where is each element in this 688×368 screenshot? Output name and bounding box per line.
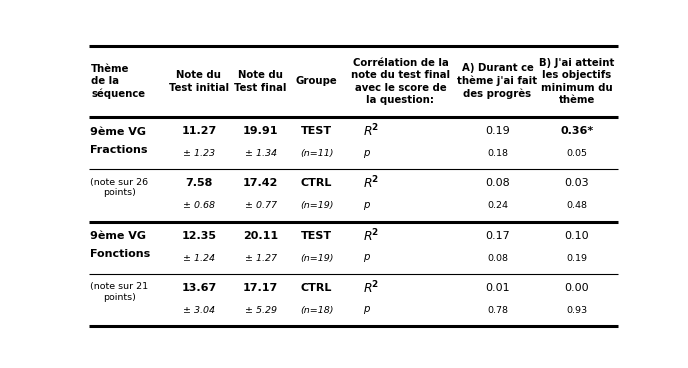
Text: (n=19): (n=19) [300, 254, 334, 263]
Text: $\mathit{p}$: $\mathit{p}$ [363, 252, 371, 264]
Text: $\mathbf{\mathit{R}}^{\mathbf{2}}$: $\mathbf{\mathit{R}}^{\mathbf{2}}$ [363, 280, 379, 296]
Text: 0.93: 0.93 [566, 306, 588, 315]
Text: 0.78: 0.78 [487, 306, 508, 315]
Text: 0.08: 0.08 [485, 178, 510, 188]
Text: ± 1.34: ± 1.34 [245, 149, 277, 158]
Text: (note sur 26
points): (note sur 26 points) [90, 178, 149, 197]
Text: 17.42: 17.42 [243, 178, 279, 188]
Text: ± 3.04: ± 3.04 [183, 306, 215, 315]
Text: TEST: TEST [301, 231, 332, 241]
Text: $\mathbf{\mathit{R}}^{\mathbf{2}}$: $\mathbf{\mathit{R}}^{\mathbf{2}}$ [363, 175, 379, 192]
Text: $\mathbf{\mathit{R}}^{\mathbf{2}}$: $\mathbf{\mathit{R}}^{\mathbf{2}}$ [363, 227, 379, 244]
Text: 0.24: 0.24 [487, 201, 508, 210]
Text: Corrélation de la
note du test final
avec le score de
la question:: Corrélation de la note du test final ave… [351, 58, 450, 105]
Text: CTRL: CTRL [301, 178, 332, 188]
Text: A) Durant ce
thème j'ai fait
des progrès: A) Durant ce thème j'ai fait des progrès [458, 63, 537, 99]
Text: 11.27: 11.27 [182, 126, 217, 136]
Text: 13.67: 13.67 [182, 283, 217, 293]
Text: 0.36*: 0.36* [560, 126, 594, 136]
Text: 0.01: 0.01 [485, 283, 510, 293]
Text: $\mathit{p}$: $\mathit{p}$ [363, 200, 371, 212]
Text: ± 0.68: ± 0.68 [183, 201, 215, 210]
Text: (n=11): (n=11) [300, 149, 334, 158]
Text: $\mathbf{\mathit{R}}^{\mathbf{2}}$: $\mathbf{\mathit{R}}^{\mathbf{2}}$ [363, 123, 379, 139]
Text: Note du
Test initial: Note du Test initial [169, 70, 229, 92]
Text: $\mathit{p}$: $\mathit{p}$ [363, 148, 371, 160]
Text: Thème
de la
séquence: Thème de la séquence [92, 64, 145, 99]
Text: Note du
Test final: Note du Test final [235, 70, 287, 92]
Text: ± 5.29: ± 5.29 [245, 306, 277, 315]
Text: ± 1.27: ± 1.27 [245, 254, 277, 263]
Text: $\mathit{p}$: $\mathit{p}$ [363, 304, 371, 316]
Text: ± 0.77: ± 0.77 [245, 201, 277, 210]
Text: 0.19: 0.19 [566, 254, 588, 263]
Text: 0.17: 0.17 [485, 231, 510, 241]
Text: TEST: TEST [301, 126, 332, 136]
Text: 12.35: 12.35 [182, 231, 217, 241]
Text: 9ème VG: 9ème VG [90, 231, 147, 241]
Text: 0.00: 0.00 [565, 283, 589, 293]
Text: 0.10: 0.10 [565, 231, 589, 241]
Text: 0.18: 0.18 [487, 149, 508, 158]
Text: 0.05: 0.05 [566, 149, 588, 158]
Text: CTRL: CTRL [301, 283, 332, 293]
Text: 20.11: 20.11 [243, 231, 279, 241]
Text: Fractions: Fractions [90, 145, 148, 155]
Text: 19.91: 19.91 [243, 126, 279, 136]
Text: ± 1.24: ± 1.24 [183, 254, 215, 263]
Text: ± 1.23: ± 1.23 [183, 149, 215, 158]
Text: 17.17: 17.17 [243, 283, 279, 293]
Text: (n=18): (n=18) [300, 306, 334, 315]
Text: Groupe: Groupe [296, 76, 337, 86]
Text: 7.58: 7.58 [185, 178, 213, 188]
Text: B) J'ai atteint
les objectifs
minimum du
thème: B) J'ai atteint les objectifs minimum du… [539, 58, 614, 105]
Text: (n=19): (n=19) [300, 201, 334, 210]
Text: Fonctions: Fonctions [90, 249, 151, 259]
Text: 9ème VG: 9ème VG [90, 127, 147, 137]
Text: (note sur 21
points): (note sur 21 points) [90, 283, 149, 302]
Text: 0.08: 0.08 [487, 254, 508, 263]
Text: 0.19: 0.19 [485, 126, 510, 136]
Text: 0.48: 0.48 [566, 201, 588, 210]
Text: 0.03: 0.03 [565, 178, 589, 188]
